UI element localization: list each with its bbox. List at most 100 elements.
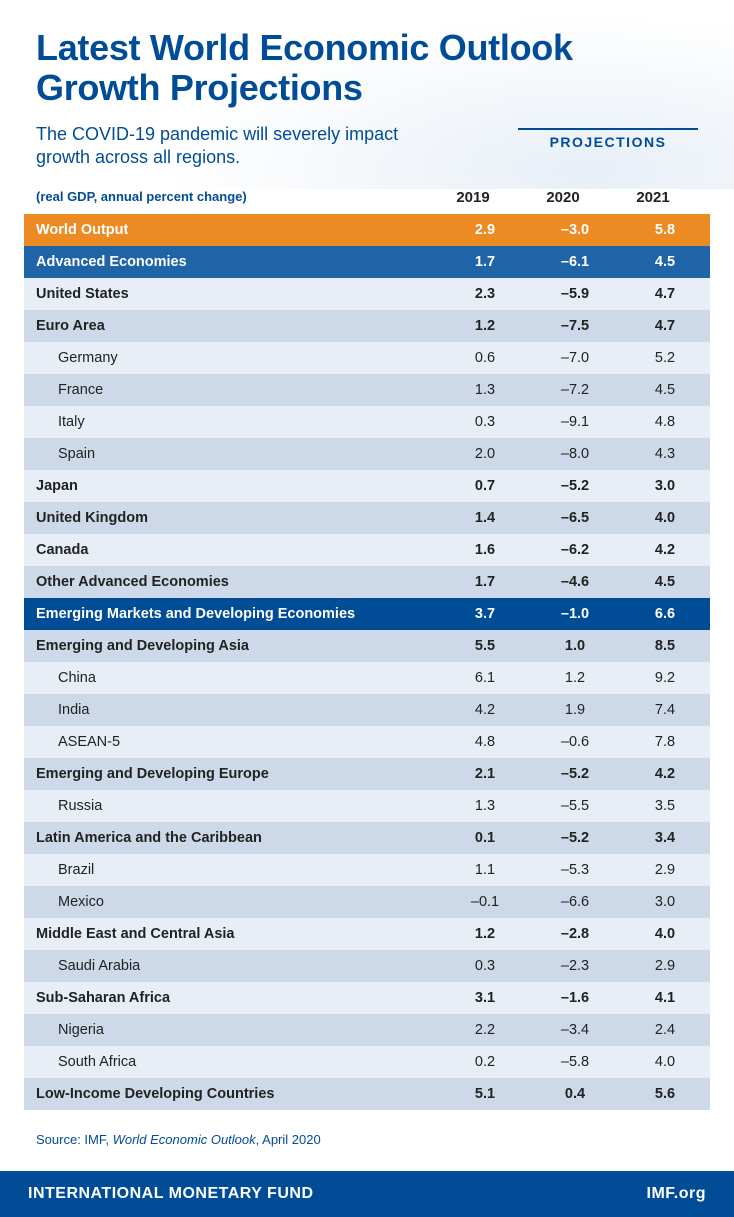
row-value: 5.6 <box>620 1079 710 1109</box>
row-label: Japan <box>24 471 440 501</box>
unit-note: (real GDP, annual percent change) <box>36 189 428 206</box>
col-year-3: 2021 <box>608 189 698 206</box>
row-value: 4.8 <box>440 727 530 757</box>
row-label: Emerging Markets and Developing Economie… <box>24 599 440 629</box>
row-value: 2.0 <box>440 439 530 469</box>
row-value: 2.4 <box>620 1015 710 1045</box>
row-label: Emerging and Developing Europe <box>24 759 440 789</box>
row-value: –6.1 <box>530 247 620 277</box>
table-row: Russia1.3–5.53.5 <box>24 790 710 822</box>
table-row: Latin America and the Caribbean0.1–5.23.… <box>24 822 710 854</box>
table-row: Japan0.7–5.23.0 <box>24 470 710 502</box>
row-value: 7.4 <box>620 695 710 725</box>
row-label: Saudi Arabia <box>24 951 440 981</box>
row-value: 4.7 <box>620 311 710 341</box>
row-value: 1.2 <box>440 919 530 949</box>
row-value: –3.0 <box>530 215 620 245</box>
table-row: China6.11.29.2 <box>24 662 710 694</box>
column-header-row: (real GDP, annual percent change) 2019 2… <box>0 189 734 214</box>
row-value: –4.6 <box>530 567 620 597</box>
table-row: ASEAN-54.8–0.67.8 <box>24 726 710 758</box>
row-value: 1.4 <box>440 503 530 533</box>
projections-label: PROJECTIONS <box>518 128 698 150</box>
row-label: Advanced Economies <box>24 247 440 277</box>
row-value: 0.6 <box>440 343 530 373</box>
row-value: 4.2 <box>620 759 710 789</box>
row-value: 1.3 <box>440 375 530 405</box>
row-value: 5.2 <box>620 343 710 373</box>
row-value: 0.4 <box>530 1079 620 1109</box>
row-value: 5.1 <box>440 1079 530 1109</box>
table-row: Spain2.0–8.04.3 <box>24 438 710 470</box>
row-value: 4.5 <box>620 567 710 597</box>
row-value: 2.1 <box>440 759 530 789</box>
row-label: South Africa <box>24 1047 440 1077</box>
row-value: 1.2 <box>530 663 620 693</box>
row-value: 5.8 <box>620 215 710 245</box>
row-value: 1.1 <box>440 855 530 885</box>
row-value: 4.2 <box>440 695 530 725</box>
page-subtitle: The COVID-19 pandemic will severely impa… <box>36 123 456 170</box>
table-row: South Africa0.2–5.84.0 <box>24 1046 710 1078</box>
table-row: Euro Area1.2–7.54.7 <box>24 310 710 342</box>
row-value: 2.2 <box>440 1015 530 1045</box>
row-value: 3.4 <box>620 823 710 853</box>
row-label: World Output <box>24 215 440 245</box>
table-row: Low-Income Developing Countries5.10.45.6 <box>24 1078 710 1110</box>
page-title: Latest World Economic Outlook Growth Pro… <box>36 28 698 109</box>
col-year-1: 2019 <box>428 189 518 206</box>
source-title: World Economic Outlook <box>113 1132 256 1147</box>
row-value: 0.3 <box>440 951 530 981</box>
table-row: Emerging and Developing Europe2.1–5.24.2 <box>24 758 710 790</box>
row-value: 4.0 <box>620 1047 710 1077</box>
row-value: 3.1 <box>440 983 530 1013</box>
row-value: –5.9 <box>530 279 620 309</box>
table-row: Nigeria2.2–3.42.4 <box>24 1014 710 1046</box>
table-row: Mexico–0.1–6.63.0 <box>24 886 710 918</box>
row-label: Emerging and Developing Asia <box>24 631 440 661</box>
row-value: –6.6 <box>530 887 620 917</box>
row-value: –5.3 <box>530 855 620 885</box>
row-value: –7.0 <box>530 343 620 373</box>
table-row: Other Advanced Economies1.7–4.64.5 <box>24 566 710 598</box>
row-value: 4.8 <box>620 407 710 437</box>
header-area: Latest World Economic Outlook Growth Pro… <box>0 0 734 189</box>
data-table: World Output2.9–3.05.8Advanced Economies… <box>0 214 734 1118</box>
row-value: –8.0 <box>530 439 620 469</box>
row-value: –3.4 <box>530 1015 620 1045</box>
row-value: 0.3 <box>440 407 530 437</box>
row-value: 3.5 <box>620 791 710 821</box>
table-row: Advanced Economies1.7–6.14.5 <box>24 246 710 278</box>
row-value: 2.9 <box>620 855 710 885</box>
source-suffix: , April 2020 <box>256 1132 321 1147</box>
row-value: –1.0 <box>530 599 620 629</box>
row-value: –1.6 <box>530 983 620 1013</box>
row-value: 9.2 <box>620 663 710 693</box>
table-row: Germany0.6–7.05.2 <box>24 342 710 374</box>
row-label: ASEAN-5 <box>24 727 440 757</box>
footer-url: IMF.org <box>647 1185 707 1203</box>
projections-heading-wrap: PROJECTIONS <box>518 128 698 152</box>
row-value: –6.5 <box>530 503 620 533</box>
row-value: 4.0 <box>620 919 710 949</box>
row-label: United Kingdom <box>24 503 440 533</box>
table-row: United States2.3–5.94.7 <box>24 278 710 310</box>
row-value: 4.3 <box>620 439 710 469</box>
row-value: 1.7 <box>440 567 530 597</box>
source-line: Source: IMF, World Economic Outlook, Apr… <box>0 1118 734 1171</box>
table-row: Saudi Arabia0.3–2.32.9 <box>24 950 710 982</box>
row-label: Nigeria <box>24 1015 440 1045</box>
row-value: 0.1 <box>440 823 530 853</box>
row-value: 3.0 <box>620 471 710 501</box>
source-prefix: Source: IMF, <box>36 1132 113 1147</box>
footer-org: INTERNATIONAL MONETARY FUND <box>28 1185 314 1203</box>
row-label: Latin America and the Caribbean <box>24 823 440 853</box>
row-value: –7.5 <box>530 311 620 341</box>
row-label: China <box>24 663 440 693</box>
row-label: Other Advanced Economies <box>24 567 440 597</box>
row-value: –5.2 <box>530 823 620 853</box>
row-label: Mexico <box>24 887 440 917</box>
row-value: 6.6 <box>620 599 710 629</box>
row-value: 0.7 <box>440 471 530 501</box>
row-value: 1.0 <box>530 631 620 661</box>
